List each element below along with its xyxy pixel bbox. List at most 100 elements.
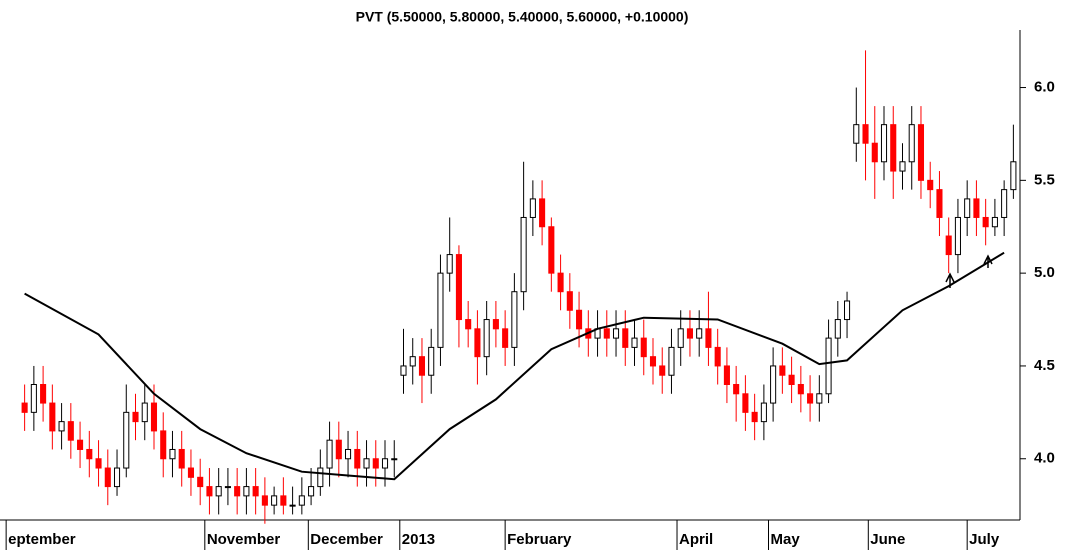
candle-body [197, 476, 204, 488]
candle-body [141, 402, 148, 423]
candle-body [917, 124, 925, 181]
candle-body [788, 374, 795, 386]
candle-body [150, 402, 158, 432]
candle-body [49, 402, 56, 432]
candle-body [308, 486, 315, 497]
candle-body [927, 179, 934, 191]
candle-body [723, 365, 730, 386]
candle-body [345, 448, 352, 460]
candle-body [825, 337, 832, 395]
candle-body [252, 486, 259, 497]
candle-body [603, 328, 610, 339]
candle-body [686, 328, 693, 339]
candle-body [132, 411, 139, 423]
candle-body [77, 439, 84, 450]
candle-body [391, 458, 398, 461]
candle-body [206, 486, 213, 497]
candle-body [982, 216, 989, 228]
candle-body [816, 393, 823, 404]
candle-body [1001, 189, 1008, 218]
candle-body [529, 198, 536, 218]
candle-body [474, 328, 481, 358]
candle-body [455, 254, 462, 321]
candle-body [631, 337, 638, 348]
candle-body [557, 272, 564, 293]
candle-body [954, 216, 961, 256]
y-tick-label: 6.0 [1034, 79, 1055, 96]
candle-body [991, 216, 998, 228]
candle-body [372, 458, 379, 469]
candle-body [326, 439, 333, 469]
candle-body [40, 384, 47, 404]
candle-body [659, 365, 666, 376]
candle-body [215, 486, 222, 497]
candle-body [113, 467, 121, 488]
candle-body [899, 161, 906, 172]
candle-body [354, 448, 361, 469]
candle-body [733, 384, 740, 395]
candle-body [539, 198, 546, 228]
candle-body [363, 458, 370, 469]
candle-body [622, 328, 629, 348]
y-tick-label: 5.0 [1034, 264, 1055, 281]
candle-body [677, 328, 684, 348]
candle-body [871, 142, 878, 163]
chart-title: PVT (5.50000, 5.80000, 5.40000, 5.60000,… [356, 9, 689, 25]
candle-body [797, 384, 804, 395]
x-tick-label: February [507, 531, 572, 548]
candle-body [844, 300, 851, 321]
y-tick-label: 5.5 [1034, 171, 1055, 188]
candle-body [483, 319, 490, 358]
candle-body [86, 448, 93, 460]
y-tick-label: 4.5 [1034, 357, 1055, 374]
signal-arrows [945, 254, 993, 288]
x-tick-label: May [771, 531, 801, 548]
candle-body [770, 365, 777, 404]
candle-body [945, 235, 952, 256]
x-tick-label: July [969, 531, 1000, 548]
x-tick-label: December [310, 531, 383, 548]
x-tick-label: eptember [8, 531, 76, 548]
candle-body [58, 421, 65, 432]
candle-body [95, 458, 102, 469]
candle-body [1010, 161, 1017, 191]
candle-body [224, 486, 231, 489]
candle-body [714, 346, 721, 367]
candle-body [465, 319, 472, 330]
candle-body [964, 198, 971, 218]
candle-body [853, 124, 860, 144]
candle-body [705, 328, 712, 348]
candle-body [381, 458, 389, 469]
candle-body [335, 439, 342, 460]
candle-body [409, 356, 416, 367]
candle-body [178, 448, 185, 469]
candle-body [502, 328, 509, 348]
candle-body [317, 467, 324, 488]
candle-body [243, 486, 250, 497]
candle-body [261, 495, 268, 506]
candle-body [548, 226, 555, 274]
candle-body [779, 365, 786, 376]
candle-body [612, 328, 620, 339]
candle-body [400, 365, 407, 376]
candle-body [880, 124, 888, 163]
candle-body [649, 356, 657, 367]
candle-body [67, 421, 74, 441]
candle-body [936, 189, 943, 218]
candle-body [234, 486, 241, 497]
candle-body [446, 254, 453, 274]
candle-body [169, 448, 176, 460]
candle-body [520, 216, 527, 293]
candle-body [890, 124, 897, 172]
candle-body [21, 402, 28, 413]
y-tick-label: 4.0 [1034, 450, 1055, 467]
candle-body [751, 411, 758, 423]
x-tick-label: 2013 [402, 531, 435, 548]
candle-body [123, 411, 130, 469]
candle-body [566, 291, 573, 311]
candle-body [640, 337, 647, 358]
candle-body [280, 495, 287, 506]
candle-body [834, 319, 841, 339]
candle-body [973, 198, 980, 218]
